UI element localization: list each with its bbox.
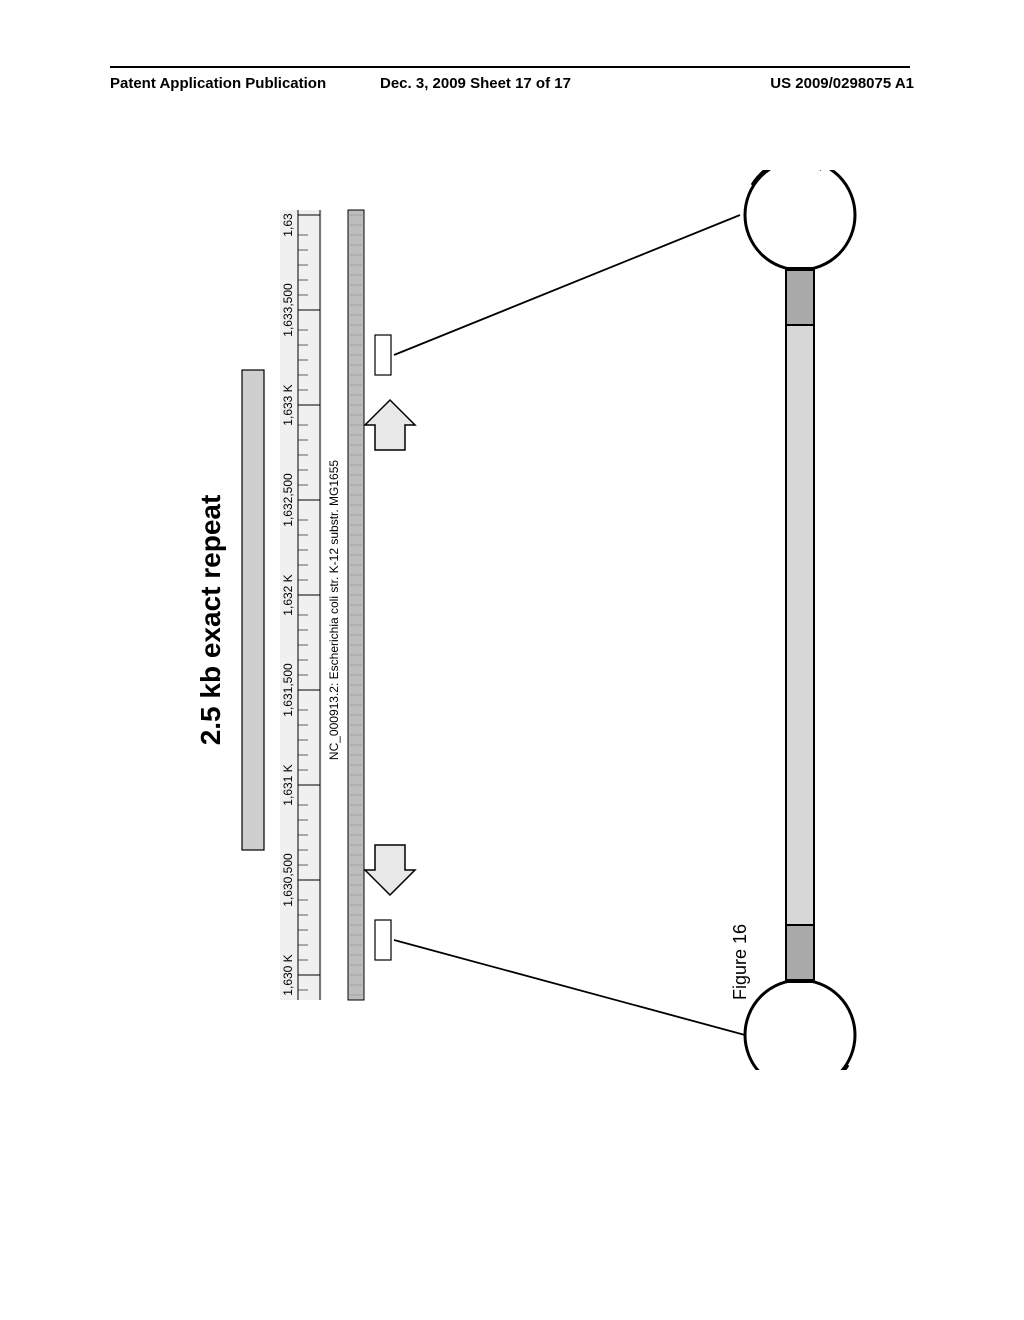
connector-line-right xyxy=(394,215,740,355)
figure-svg: 2.5 kb exact repeat 1,630 K 1,630,500 1,… xyxy=(180,170,900,1070)
dumbbell-bar xyxy=(786,270,814,980)
dumbbell-loop-right xyxy=(745,170,855,270)
ruler-ticks: 1,630 K 1,630,500 1,631 K 1,631,500 1,63… xyxy=(281,213,295,996)
ruler-tick-label: 1,633 K xyxy=(281,384,295,425)
flank-box-left xyxy=(375,920,391,960)
header-publication-type: Patent Application Publication xyxy=(110,75,326,92)
ruler-tick-label: 1,630 K xyxy=(281,954,295,995)
ruler-tick-label: 1,632,500 xyxy=(281,473,295,527)
block-arrow-right xyxy=(365,400,415,450)
block-arrow-left xyxy=(365,845,415,895)
repeat-band xyxy=(242,370,264,850)
ruler-tick-label: 1,631,500 xyxy=(281,663,295,717)
figure-number-label: Figure 16 xyxy=(730,924,751,1000)
header-date-sheet: Dec. 3, 2009 Sheet 17 of 17 xyxy=(380,75,571,92)
ruler-tick-label: 1,631 K xyxy=(281,764,295,805)
ruler-caption: NC_000913.2: Escherichia coli str. K-12 … xyxy=(327,460,341,760)
flank-box-right xyxy=(375,335,391,375)
ruler-tick-label: 1,63 xyxy=(281,213,295,237)
figure-diagram: 2.5 kb exact repeat 1,630 K 1,630,500 1,… xyxy=(180,170,900,1070)
ruler-tick-label: 1,630,500 xyxy=(281,853,295,907)
connector-line-left xyxy=(394,940,745,1035)
ruler-tick-label: 1,633,500 xyxy=(281,283,295,337)
figure-title: 2.5 kb exact repeat xyxy=(195,495,226,746)
header-divider xyxy=(110,66,910,68)
dumbbell-bar-right-segment xyxy=(786,270,814,325)
ruler-tick-label: 1,632 K xyxy=(281,574,295,615)
dumbbell-loop-left xyxy=(745,980,855,1070)
dumbbell-bar-left-segment xyxy=(786,925,814,980)
header-publication-number: US 2009/0298075 A1 xyxy=(770,75,914,92)
